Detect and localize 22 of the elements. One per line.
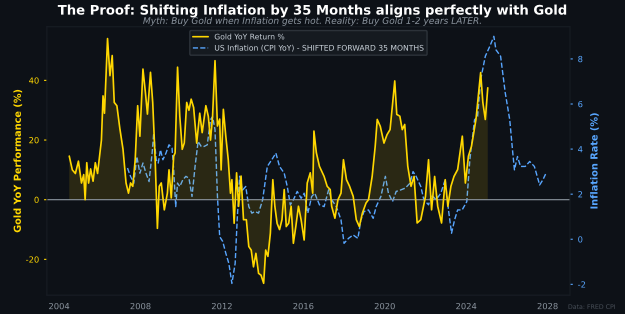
y2-tick-label: 8 (578, 56, 582, 62)
y2-axis-title: Inflation Rate (%) (590, 113, 599, 208)
y2-tick-label: 6 (578, 100, 582, 108)
y2-tick-label: 2 (578, 191, 582, 198)
chart-title: The Proof: Shifting Inflation by 35 Months aligns perfectly with Gold (58, 4, 566, 18)
y-tick-label: 20 (29, 137, 39, 144)
x-tick-label: 2028 (538, 302, 558, 310)
y-tick-label: 0 (34, 196, 39, 203)
y-tick-label: -20 (26, 256, 39, 263)
x-tick-label: 2008 (130, 302, 151, 310)
y2-tick-label: -2 (578, 281, 586, 288)
y-tick-label: 40 (29, 77, 39, 84)
x-tick-label: 2020 (374, 302, 395, 310)
y2-tick-label: 0 (578, 236, 582, 243)
x-tick-label: 2024 (456, 302, 476, 310)
line-series (126, 36, 547, 284)
x-tick-label: 2016 (293, 302, 314, 310)
y-axis-title: Gold YoY Performance (%) (13, 90, 22, 232)
x-tick-label: 2004 (49, 302, 70, 310)
chart-subtitle: Myth: Buy Gold when Inflation gets hot. Reality: Buy Gold 1-2 years LATER. (143, 16, 481, 26)
y2-tick-label: 4 (578, 146, 582, 152)
x-tick-label: 2012 (212, 302, 232, 310)
